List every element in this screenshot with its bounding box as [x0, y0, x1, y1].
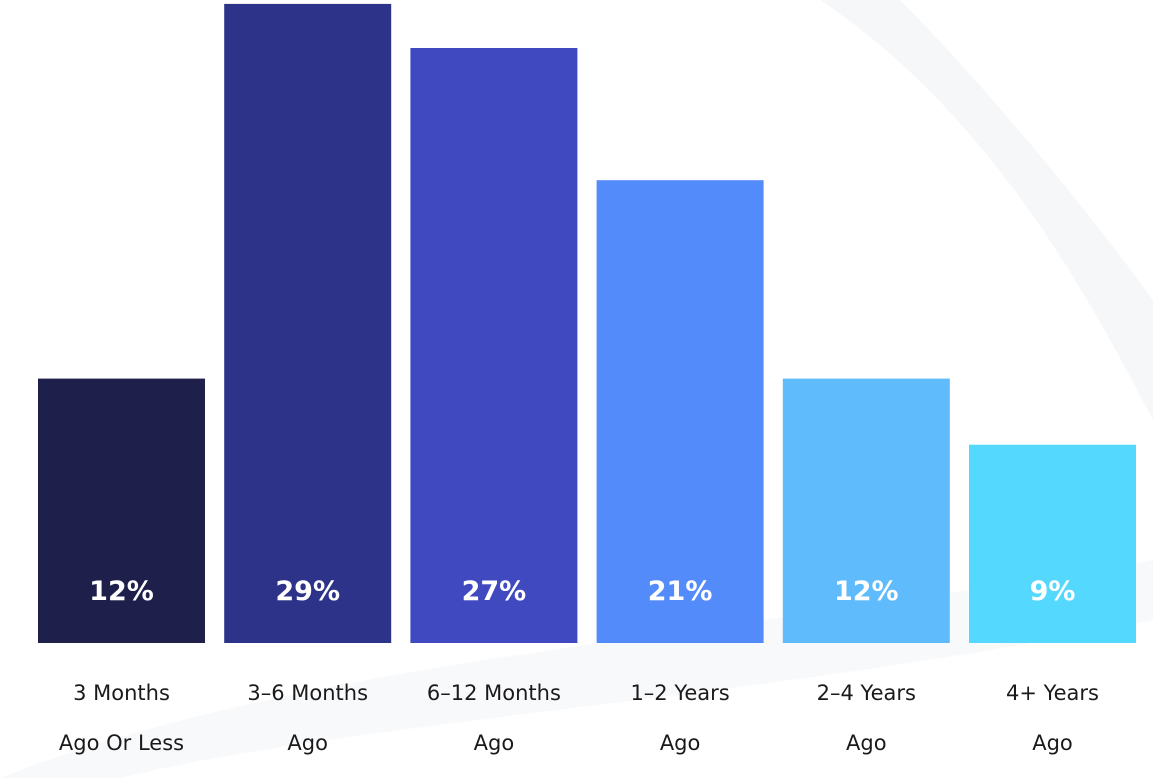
category-label-2-line-1: 3–6 Months — [247, 681, 368, 705]
bar-value-label-5: 12% — [834, 576, 899, 607]
category-labels-group: 3 Months Ago Or Less 3–6 Months Ago 6–12 Mon… — [59, 681, 1099, 755]
bar-1 — [38, 378, 205, 643]
value-labels-group: 12% 29% 27% 21% 12% 9% — [89, 576, 1075, 607]
bar-3 — [410, 48, 578, 643]
bars-group — [38, 3, 1136, 643]
bar-5 — [782, 378, 950, 643]
bar-value-label-4: 21% — [648, 576, 713, 607]
category-label-1-line-1: 3 Months — [73, 681, 170, 705]
category-label-4-line-1: 1–2 Years — [630, 681, 729, 705]
category-label-1-line-2: Ago Or Less — [59, 731, 184, 755]
bar-6 — [969, 444, 1136, 643]
bar-2 — [224, 3, 392, 643]
category-label-6-line-2: Ago — [1032, 731, 1073, 755]
category-label-5-line-2: Ago — [846, 731, 887, 755]
bar-value-label-3: 27% — [462, 576, 527, 607]
category-label-6-line-1: 4+ Years — [1006, 681, 1099, 705]
category-label-3-line-1: 6–12 Months — [427, 681, 561, 705]
category-label-3-line-2: Ago — [474, 731, 515, 755]
bar-value-label-2: 29% — [275, 576, 340, 607]
category-label-2-line-2: Ago — [287, 731, 328, 755]
bar-value-label-1: 12% — [89, 576, 154, 607]
bar-value-label-6: 9% — [1030, 576, 1076, 607]
category-label-5-line-1: 2–4 Years — [817, 681, 916, 705]
category-label-4-line-2: Ago — [660, 731, 701, 755]
bar-4 — [596, 180, 764, 643]
